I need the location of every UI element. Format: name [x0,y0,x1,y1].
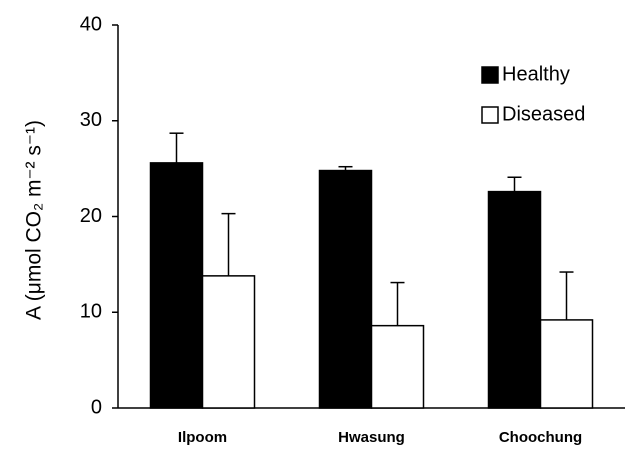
x-tick-label: Choochung [499,429,582,446]
y-tick-label: 30 [80,109,102,131]
bar [370,324,425,409]
bar [201,275,256,409]
legend-label: Diseased [502,103,585,125]
bar [487,190,542,409]
bar [539,319,594,409]
y-axis-label: A (μmol CO₂ m⁻² s⁻¹) [23,120,46,320]
bar [149,162,204,409]
x-tick-label: Hwasung [338,429,405,446]
y-tick-label: 0 [91,396,102,418]
legend-swatch [481,66,499,84]
bar [318,169,373,409]
legend-swatch [481,106,499,124]
y-tick-label: 20 [80,205,102,227]
legend-label: Healthy [502,63,570,85]
y-tick-label: 10 [80,301,102,323]
y-tick-label: 40 [80,13,102,35]
x-tick-label: Ilpoom [178,429,227,446]
